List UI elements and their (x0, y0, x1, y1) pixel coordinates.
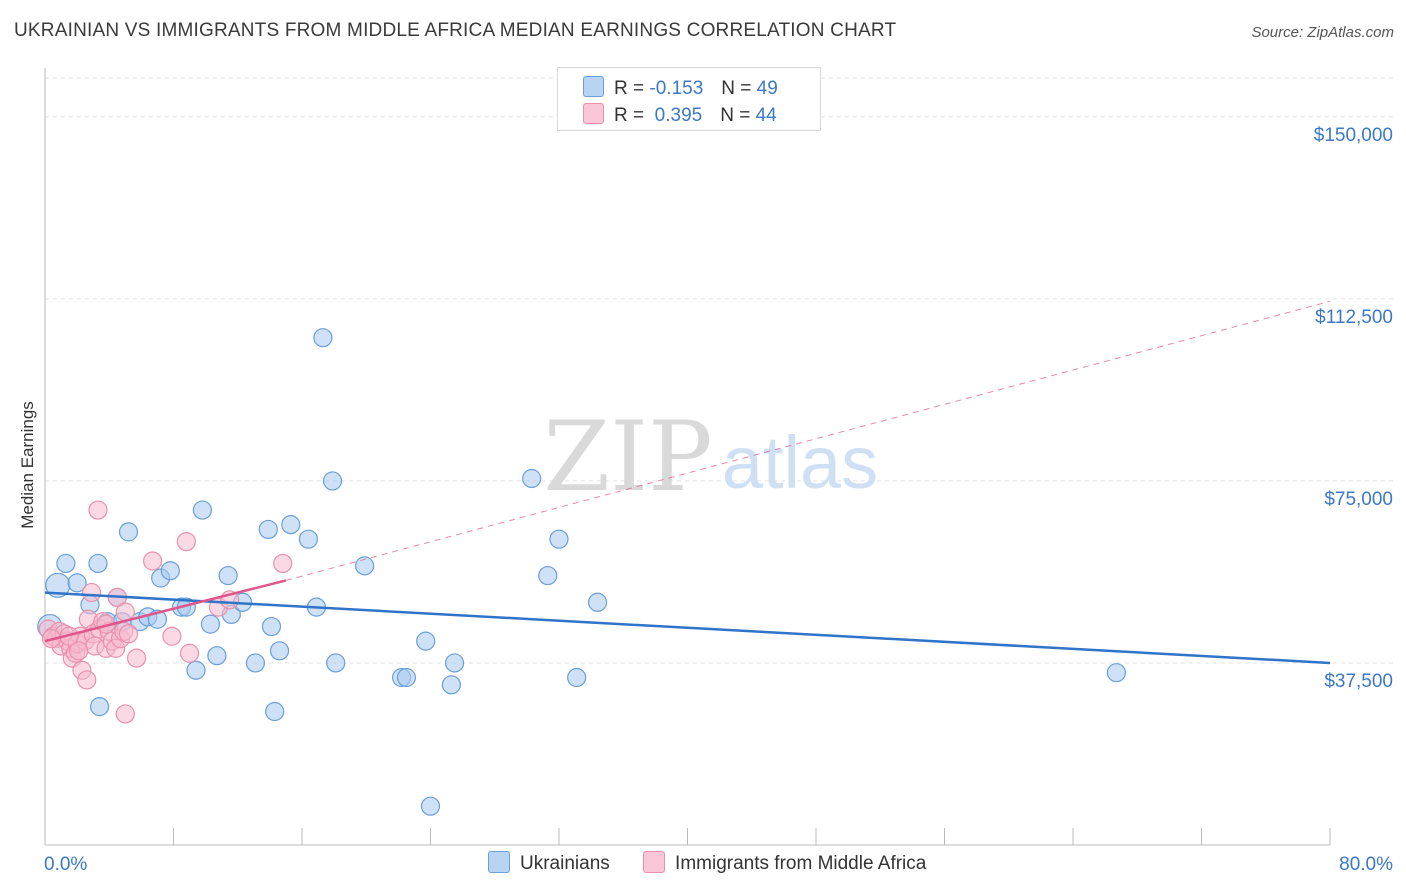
middle-africa-point (88, 500, 108, 520)
ukrainians-point (326, 653, 346, 673)
middle-africa-point (273, 553, 293, 574)
ukrainians-point (322, 471, 343, 491)
middle-africa-trend-line (44, 579, 287, 643)
legend-row-ukrainians: R = -0.153 N = 49 (583, 76, 778, 100)
middle-africa-point (176, 531, 196, 552)
series-legend: Ukrainians Immigrants from Middle Africa (488, 851, 954, 875)
ukrainians-point (313, 328, 333, 348)
r-label: R = (614, 78, 645, 99)
middle-africa-point (77, 670, 97, 690)
ukrainians-point (258, 519, 278, 540)
ukrainians-point (549, 529, 569, 549)
ukrainians-point (245, 653, 266, 673)
ukrainians-point (218, 565, 238, 586)
y-tick-label: $150,000 (1314, 125, 1393, 146)
watermark-zip: ZIP (543, 401, 712, 513)
ukrainians-trend-line (44, 591, 1331, 665)
ukrainians-legend-swatch (488, 851, 510, 873)
middle-africa-legend-label: Immigrants from Middle Africa (675, 853, 927, 874)
n-label: N = (720, 105, 751, 126)
ukrainians-legend-label: Ukrainians (520, 853, 610, 874)
middle-africa-legend-swatch (643, 851, 666, 873)
stats-legend: R = -0.153 N = 49 R = 0.395 N = 44 (557, 67, 821, 131)
gridlines (45, 77, 1395, 664)
legend-item-middle-africa[interactable]: Immigrants from Middle Africa (643, 851, 926, 875)
ukrainians-point (118, 522, 139, 542)
middle-africa-point (143, 551, 163, 571)
ukrainians-r-value: -0.153 (649, 78, 704, 99)
middle-africa-point (81, 582, 102, 603)
ukrainians-point (355, 556, 375, 576)
x-tick-label-max: 80.0% (1339, 854, 1393, 875)
ukrainians-point (444, 653, 465, 673)
ukrainians-point (88, 553, 108, 574)
ukrainians-point (567, 667, 587, 688)
ukrainians-point (67, 573, 87, 593)
middle-africa-point (115, 704, 135, 724)
trend-lines (44, 300, 1331, 665)
watermark-atlas: atlas (722, 421, 878, 504)
ukrainians-point (416, 631, 436, 651)
middle-africa-r-value: 0.395 (649, 105, 703, 126)
watermark: ZIP atlas (543, 401, 878, 513)
ukrainians-point (200, 614, 221, 634)
y-tick-label: $112,500 (1315, 307, 1393, 328)
chart-title: UKRAINIAN VS IMMIGRANTS FROM MIDDLE AFRI… (14, 20, 897, 41)
legend-item-ukrainians[interactable]: Ukrainians (488, 851, 610, 875)
ukrainians-point (538, 565, 558, 586)
n-label: N = (721, 78, 752, 99)
middle-africa-point (126, 648, 147, 668)
middle-africa-swatch (583, 103, 604, 124)
ukrainians-point (186, 660, 206, 680)
y-tick-label: $75,000 (1324, 489, 1393, 510)
ukrainians-point (281, 515, 301, 535)
tick-labels: $37,500 $75,000 $112,500 $150,000 0.0% 80.0% (44, 125, 1393, 875)
ukrainians-point (56, 553, 76, 574)
ukrainians-point (160, 561, 180, 581)
ukrainians-point (269, 641, 290, 661)
r-label: R = (614, 105, 645, 126)
middle-africa-n-value: 44 (755, 105, 777, 126)
ukrainians-point (265, 701, 285, 722)
ukrainians-point (207, 646, 227, 666)
ukrainians-point (522, 468, 542, 489)
middle-africa-trend-extension (285, 300, 1331, 581)
middle-africa-point (162, 626, 182, 646)
axes (44, 68, 1331, 846)
middle-africa-point (118, 624, 139, 644)
source-label: Source: ZipAtlas.com (1251, 24, 1394, 41)
y-tick-label: $37,500 (1324, 671, 1393, 692)
ukrainians-point (396, 667, 417, 688)
middle-africa-point (69, 641, 89, 661)
ukrainians-point (298, 529, 319, 549)
ukrainians-point (192, 500, 213, 520)
ukrainians-n-value: 49 (756, 78, 778, 99)
ukrainians-point (1106, 663, 1126, 683)
ukrainians-point (90, 697, 110, 717)
ukrainians-point (587, 592, 608, 612)
legend-row-middle-africa: R = 0.395 N = 44 (583, 103, 777, 127)
x-tick-label-min: 0.0% (44, 854, 87, 875)
ukrainians-point (441, 675, 461, 695)
ukrainians-swatch (583, 76, 604, 97)
ukrainians-point (261, 616, 282, 637)
middle-africa-point (179, 643, 200, 663)
ukrainians-point (420, 796, 441, 816)
